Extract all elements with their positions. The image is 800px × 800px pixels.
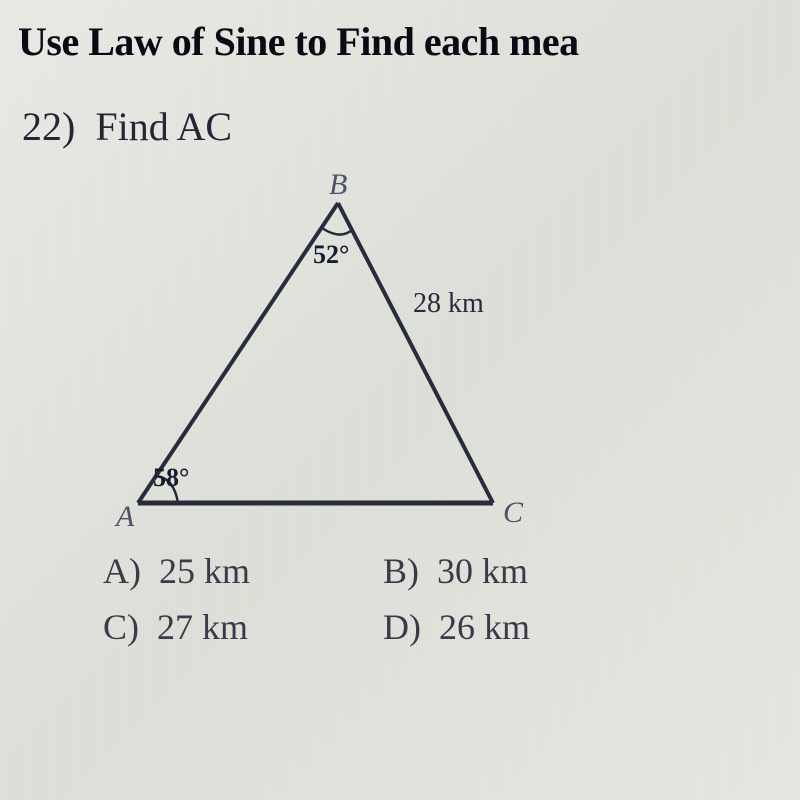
vertex-b-label: B — [329, 168, 347, 202]
answer-c: C) 27 km — [103, 606, 383, 648]
triangle-diagram: B A C 52° 58° 28 km — [108, 178, 608, 538]
problem-prompt: Find AC — [95, 104, 232, 149]
answer-b: B) 30 km — [383, 550, 663, 592]
vertex-a-label: A — [116, 500, 134, 534]
side-ab — [138, 203, 338, 503]
answer-d: D) 26 km — [383, 606, 663, 648]
answer-a: A) 25 km — [103, 550, 383, 592]
side-bc — [338, 203, 493, 503]
side-bc-label: 28 km — [413, 288, 484, 320]
angle-arc-b — [322, 228, 352, 235]
answer-choices: A) 25 km B) 30 km C) 27 km D) 26 km — [103, 550, 800, 648]
instruction-text: Use Law of Sine to Find each mea — [18, 18, 800, 65]
problem-number: 22) — [22, 104, 75, 149]
page-content: Use Law of Sine to Find each mea 22) Fin… — [0, 0, 800, 648]
problem-header: 22) Find AC — [22, 103, 800, 150]
angle-a-value: 58° — [153, 463, 189, 493]
angle-b-value: 52° — [313, 240, 349, 270]
vertex-c-label: C — [503, 496, 523, 530]
